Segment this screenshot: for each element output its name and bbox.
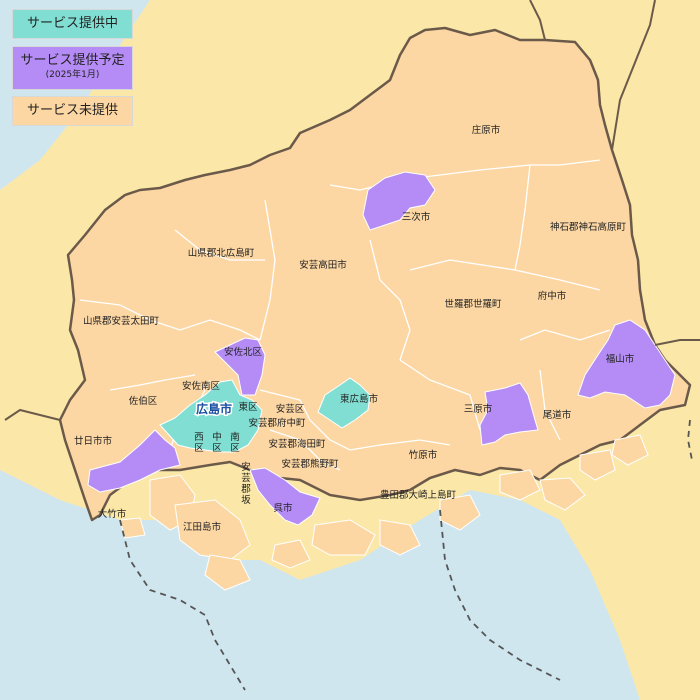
planned-regions (87, 171, 676, 526)
islands (119, 434, 649, 591)
legend-active: サービス提供中 (12, 9, 133, 39)
label-fuchu-town: 安芸郡府中町 (248, 417, 306, 429)
label-fukuyama: 福山市 (606, 353, 635, 365)
sea-borders (119, 419, 693, 691)
label-higashi-ku: 東区 (238, 401, 258, 413)
label-higashihiroshima: 東広島市 (340, 393, 379, 405)
label-aki-ku: 安芸区 (276, 403, 305, 415)
label-kure: 呉市 (273, 502, 293, 514)
region-mihara (479, 382, 539, 446)
label-mihara: 三原市 (464, 403, 493, 415)
other-borders (4, 0, 700, 421)
legend-active-label: サービス提供中 (26, 16, 118, 31)
label-naka-ku: 中区 (212, 431, 222, 454)
region-labels: 庄原市 三次市 神石郡神石高原町 山県郡北広島町 安芸高田市 府中市 世羅郡世羅… (74, 124, 635, 533)
label-kumano: 安芸郡熊野町 (281, 458, 339, 470)
label-nishi-ku: 西区 (194, 432, 204, 454)
region-higashihiroshima (317, 377, 371, 429)
label-kitahiroshima: 山県郡北広島町 (188, 247, 255, 259)
region-hiroshima-central (159, 379, 263, 453)
legend-planned: サービス提供予定 (2025年1月) (12, 46, 133, 90)
label-saeki: 佐伯区 (129, 395, 158, 407)
label-hatsukaichi: 廿日市市 (74, 435, 113, 447)
municipal-borders (79, 159, 611, 471)
label-jinseki: 神石郡神石高原町 (550, 221, 627, 233)
ward-labels: 西区 中区 南区 安芸郡坂 (194, 431, 251, 506)
region-asakita (214, 337, 266, 396)
region-miyoshi (362, 171, 436, 231)
label-sera: 世羅郡世羅町 (444, 298, 502, 310)
region-hatsukaichi (87, 429, 181, 493)
label-minami-ku: 南区 (230, 431, 240, 454)
label-akiota: 山県郡安芸太田町 (83, 315, 160, 327)
legend-none-label: サービス未提供 (26, 103, 118, 118)
label-asakita: 安佐北区 (224, 346, 263, 358)
legend-planned-date: (2025年1月) (45, 70, 100, 80)
label-onomichi: 尾道市 (543, 409, 572, 421)
label-takehara: 竹原市 (409, 449, 438, 461)
label-etajima: 江田島市 (183, 521, 222, 533)
active-regions (159, 377, 371, 453)
label-osakikamijima: 豊田郡大崎上島町 (380, 489, 457, 501)
region-fukuyama (577, 319, 676, 409)
label-fuchu-city: 府中市 (538, 290, 567, 302)
label-shobara: 庄原市 (472, 124, 501, 136)
region-kure (249, 467, 321, 526)
label-miyoshi: 三次市 (402, 211, 431, 223)
label-hiroshima-city: 広島市 (196, 401, 232, 416)
legend-planned-label: サービス提供予定 (20, 53, 125, 68)
label-akitakata: 安芸高田市 (299, 259, 347, 271)
label-otake: 大竹市 (98, 508, 127, 520)
label-saka: 安芸郡坂 (241, 461, 251, 506)
label-asaminami: 安佐南区 (182, 380, 221, 392)
label-kaita: 安芸郡海田町 (268, 438, 326, 450)
legend-none: サービス未提供 (12, 96, 133, 126)
